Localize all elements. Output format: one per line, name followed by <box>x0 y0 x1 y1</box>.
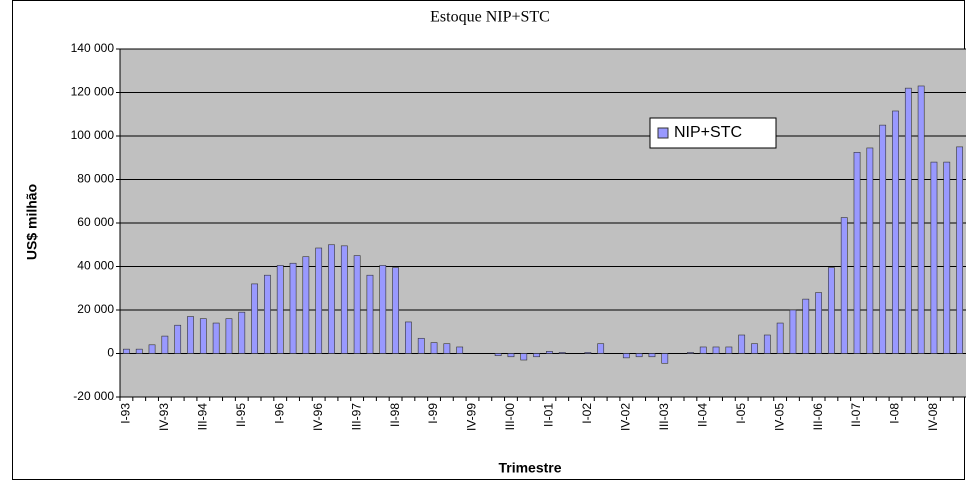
bar <box>430 342 438 354</box>
bar <box>456 346 464 354</box>
x-tick-label: IV-08 <box>926 403 940 431</box>
bar <box>648 353 656 358</box>
bar <box>879 124 887 354</box>
bar <box>930 161 938 354</box>
bar <box>123 348 130 354</box>
x-tick-label: III-00 <box>503 403 517 431</box>
x-tick-label: III-94 <box>195 403 209 431</box>
x-tick-label: I-96 <box>272 403 286 424</box>
x-tick-label: III-03 <box>657 403 671 431</box>
bar <box>828 267 835 354</box>
bar <box>315 247 323 354</box>
x-tick-label: I-08 <box>888 403 902 424</box>
bar <box>815 292 822 354</box>
x-tick-label: I-05 <box>734 403 748 424</box>
bar <box>789 309 797 354</box>
bar <box>379 265 387 354</box>
bar <box>225 318 233 354</box>
bar <box>725 346 733 354</box>
y-tick-label: 60 000 <box>77 215 114 229</box>
x-tick-label: IV-02 <box>618 403 632 431</box>
legend-label: NIP+STC <box>674 124 742 141</box>
bar <box>161 335 169 354</box>
bar <box>584 352 592 354</box>
bar <box>392 267 399 354</box>
bar <box>558 352 566 354</box>
bar <box>135 348 143 354</box>
bar <box>802 298 810 354</box>
bar <box>417 337 425 354</box>
bar <box>238 311 246 354</box>
bar <box>328 244 335 354</box>
bar <box>276 265 284 354</box>
bar <box>956 146 963 354</box>
x-tick-label: II-04 <box>695 403 709 427</box>
chart-title: Estoque NIP+STC <box>430 9 550 26</box>
bar <box>840 217 848 354</box>
bar <box>353 255 361 354</box>
bar <box>264 274 271 354</box>
x-axis-title: Trimestre <box>498 460 561 476</box>
bar <box>251 283 258 354</box>
y-tick-label: 40 000 <box>77 259 114 273</box>
bar <box>661 353 669 364</box>
bar <box>751 343 758 354</box>
x-tick-label: I-02 <box>580 403 594 424</box>
bar <box>366 274 374 354</box>
bar <box>635 353 643 358</box>
y-tick-label: 20 000 <box>77 302 114 316</box>
bar <box>866 147 874 354</box>
bar <box>533 353 540 358</box>
bar <box>917 85 925 354</box>
bar <box>738 334 746 354</box>
y-tick-label: 80 000 <box>77 172 114 186</box>
bar <box>289 262 297 354</box>
bar <box>443 343 451 354</box>
bar <box>699 346 707 354</box>
x-tick-label: IV-93 <box>157 403 171 431</box>
bar <box>943 161 951 354</box>
x-tick-label: II-07 <box>849 403 863 427</box>
bar <box>763 334 771 354</box>
bar <box>853 152 861 354</box>
x-tick-label: III-97 <box>349 403 363 431</box>
y-tick-label: 140 000 <box>71 41 115 55</box>
bar <box>904 87 912 354</box>
bar <box>892 110 899 354</box>
y-axis-title: US$ milhão <box>24 184 40 260</box>
bar <box>687 352 694 354</box>
legend-box <box>649 117 777 149</box>
y-tick-label: -20 000 <box>73 389 114 403</box>
legend-swatch <box>657 127 669 139</box>
x-tick-label: IV-99 <box>465 403 479 431</box>
y-tick-label: 100 000 <box>71 128 115 142</box>
x-tick-label: IV-05 <box>772 403 786 431</box>
y-tick-label: 120 000 <box>71 85 115 99</box>
bar <box>405 321 412 354</box>
bar <box>199 318 207 354</box>
x-tick-label: I-93 <box>119 403 133 424</box>
x-tick-label: II-01 <box>542 403 556 427</box>
bar <box>597 343 605 354</box>
bar <box>302 256 310 354</box>
bar <box>507 353 515 358</box>
bar <box>776 322 784 354</box>
bar <box>148 344 156 354</box>
y-tick-label: 0 <box>107 346 114 360</box>
bar <box>187 316 194 354</box>
bar <box>340 245 348 354</box>
bar <box>494 353 502 356</box>
bar <box>174 324 182 354</box>
x-tick-label: III-06 <box>811 403 825 431</box>
bar <box>712 346 720 354</box>
bar <box>622 353 630 359</box>
bar <box>546 351 553 354</box>
x-tick-label: IV-96 <box>311 403 325 431</box>
x-tick-label: I-99 <box>426 403 440 424</box>
x-tick-label: II-98 <box>388 403 402 427</box>
bar <box>520 353 528 361</box>
x-tick-label: II-95 <box>234 403 248 427</box>
bar <box>212 322 220 354</box>
